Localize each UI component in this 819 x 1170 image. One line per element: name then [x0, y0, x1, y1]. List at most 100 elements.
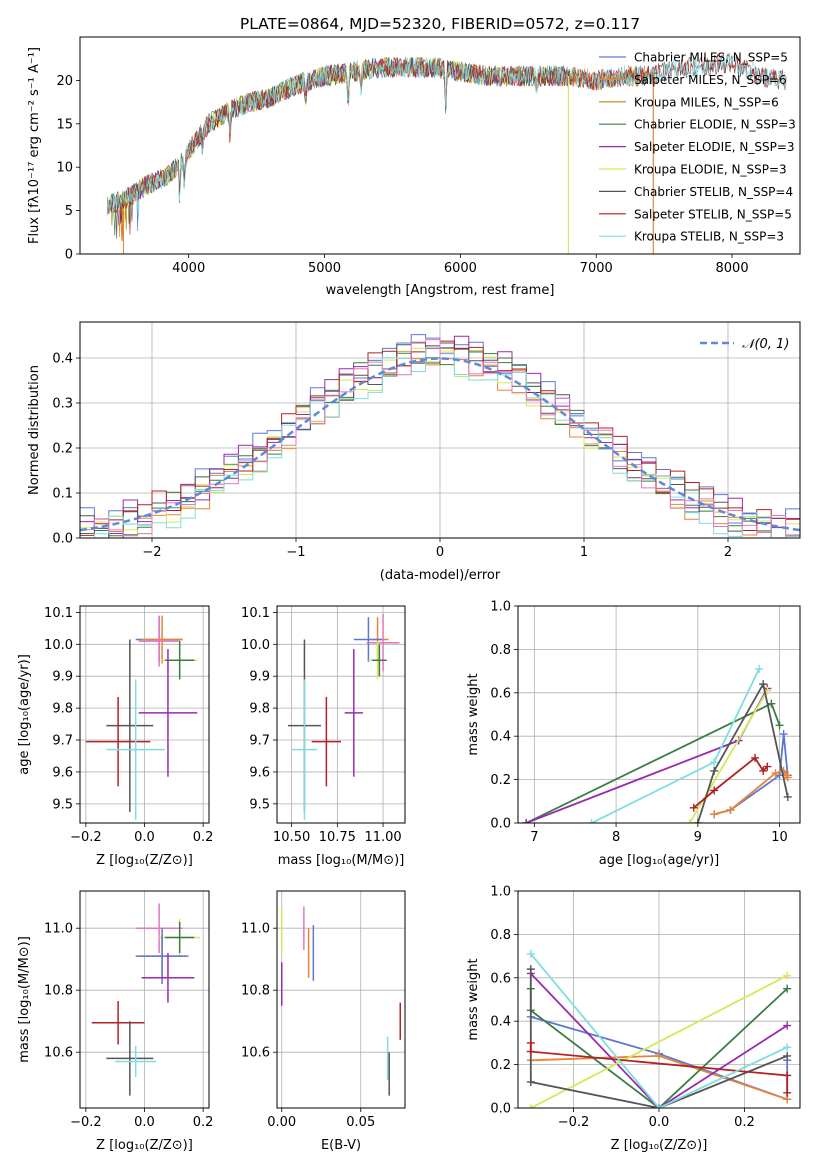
weight-marker	[710, 766, 719, 775]
weight_vs_Z-series	[526, 949, 792, 1108]
spectrum-series-group	[106, 53, 787, 254]
errorbar-point	[141, 953, 195, 1003]
x-tick-label: 7	[530, 830, 538, 845]
errorbar-point	[91, 1001, 145, 1045]
y-tick-label: 15	[56, 117, 73, 132]
y-tick-label: 0.0	[52, 532, 73, 547]
x-tick-label: −0.2	[558, 1115, 590, 1130]
x-axis-label: E(B-V)	[321, 1138, 361, 1153]
x-tick-label: 0.0	[134, 1115, 155, 1130]
weight-marker	[763, 762, 772, 771]
y-tick-label: 20	[56, 74, 73, 89]
x-axis-label: wavelength [Angstrom, rest frame]	[326, 283, 555, 298]
errorbar-point	[135, 903, 183, 953]
weight-marker	[779, 766, 788, 775]
x-axis-label: mass [log₁₀(M/M⊙)]	[278, 853, 405, 868]
x-tick-label: −1	[286, 545, 305, 560]
errorbar-point	[372, 644, 387, 677]
histogram-step-line	[80, 334, 800, 538]
x-tick-label: 0.2	[734, 1115, 755, 1130]
x-tick-label: 4000	[172, 261, 205, 276]
y-tick-label: 0.3	[52, 397, 73, 412]
weight-marker	[759, 766, 768, 775]
x-tick-label: −0.2	[70, 1115, 102, 1130]
weight_vs_Z-frame	[517, 890, 801, 1109]
legend-label: Salpeter MILES, N_SSP=6	[634, 73, 787, 87]
mass_vs_ebv-frame	[276, 890, 406, 1109]
weight-marker	[779, 730, 788, 739]
y-tick-label: 10.6	[44, 1046, 73, 1061]
age_vs_mass-points	[287, 613, 400, 820]
x-tick-label: 5000	[308, 261, 341, 276]
y-tick-label: 9.5	[52, 797, 73, 812]
weight-marker	[526, 949, 535, 958]
errorbar-point	[138, 615, 180, 667]
legend-label: Chabrier ELODIE, N_SSP=3	[634, 118, 796, 132]
y-tick-label: 9.6	[52, 765, 73, 780]
age_vs_Z-axes: −0.2 0.0 0.2 9.5 9.6 9.7 9.8 9.9 10.0 10.1	[44, 606, 213, 845]
weight-series	[526, 949, 792, 1108]
errorbar-point	[291, 679, 318, 820]
weight-series	[710, 766, 792, 819]
x-axis-label: Z [log₁₀(Z/Z⊙)]	[96, 853, 193, 868]
y-tick-label: 10.6	[241, 1046, 270, 1061]
spectrum-frame	[79, 36, 801, 255]
y-tick-label: 0.4	[52, 352, 73, 367]
errorbar-point	[106, 639, 154, 812]
errorbar-point	[135, 928, 189, 984]
errorbar-point	[141, 615, 183, 664]
errorbar-point	[106, 679, 166, 820]
mass_vs_ebv-axes: 0.00 0.05 10.6 10.8 11.0	[241, 891, 405, 1130]
y-tick-label: 0.8	[490, 928, 511, 943]
histogram-group	[80, 334, 800, 538]
weight-marker	[771, 769, 780, 778]
weight-series-line	[530, 972, 788, 1108]
weight-marker	[526, 1038, 535, 1047]
legend-label: Kroupa ELODIE, N_SSP=3	[634, 163, 787, 177]
weight-marker	[783, 984, 792, 993]
x-tick-label: 0.00	[267, 1115, 296, 1130]
x-axis-label: Z [log₁₀(Z/Z⊙)]	[96, 1138, 193, 1153]
x-tick-label: 10	[771, 830, 788, 845]
errorbar-point	[165, 922, 195, 953]
legend-label: Salpeter ELODIE, N_SSP=3	[634, 140, 795, 154]
x-tick-label: 1	[580, 545, 588, 560]
y-axis-label: Flux [fλ10⁻¹⁷ erg cm⁻² s⁻¹ A⁻¹]	[27, 47, 42, 244]
y-tick-label: 0.1	[52, 487, 73, 502]
weight-marker	[710, 810, 719, 819]
y-tick-label: 0.8	[490, 643, 511, 658]
y-tick-label: 9.8	[52, 702, 73, 717]
weight-marker	[759, 680, 768, 689]
x-axis-label: age [log₁₀(age/yr)]	[599, 853, 720, 868]
x-tick-label: 11.00	[364, 830, 401, 845]
histogram-step-line	[80, 339, 800, 538]
mass_vs_Z-points	[91, 903, 201, 1096]
x-tick-label: 0.0	[134, 830, 155, 845]
weight-marker	[526, 1104, 535, 1108]
y-axis-label: mass weight	[466, 673, 481, 755]
x-tick-label: 0.05	[346, 1115, 375, 1130]
weight-series	[526, 1038, 792, 1097]
y-tick-label: 10.8	[44, 984, 73, 999]
weight_vs_age-series	[522, 664, 792, 823]
age_vs_mass-axes: 10.50 10.75 11.00 9.5 9.6 9.7 9.8 9.9 10.0 10.1	[241, 606, 405, 845]
legend-label: Kroupa MILES, N_SSP=6	[634, 95, 779, 109]
weight-marker	[526, 965, 535, 974]
x-tick-label: −0.2	[70, 830, 102, 845]
weight-marker	[689, 803, 698, 812]
weight-marker	[710, 786, 719, 795]
legend-label: 𝒩(0, 1)	[742, 337, 789, 352]
errorbar-point	[311, 696, 341, 787]
y-tick-label: 0.6	[490, 971, 511, 986]
weight-marker	[783, 1071, 792, 1080]
y-tick-label: 0.0	[490, 817, 511, 832]
weight-marker	[783, 1043, 792, 1052]
weight-marker	[526, 1047, 535, 1056]
errorbar-point	[138, 649, 198, 777]
weight-series-line	[530, 974, 788, 1108]
x-tick-label: 0.2	[193, 1115, 214, 1130]
legend-label: Salpeter STELIB, N_SSP=5	[634, 207, 792, 221]
weight-marker	[526, 1077, 535, 1086]
y-tick-label: 0	[65, 248, 73, 263]
